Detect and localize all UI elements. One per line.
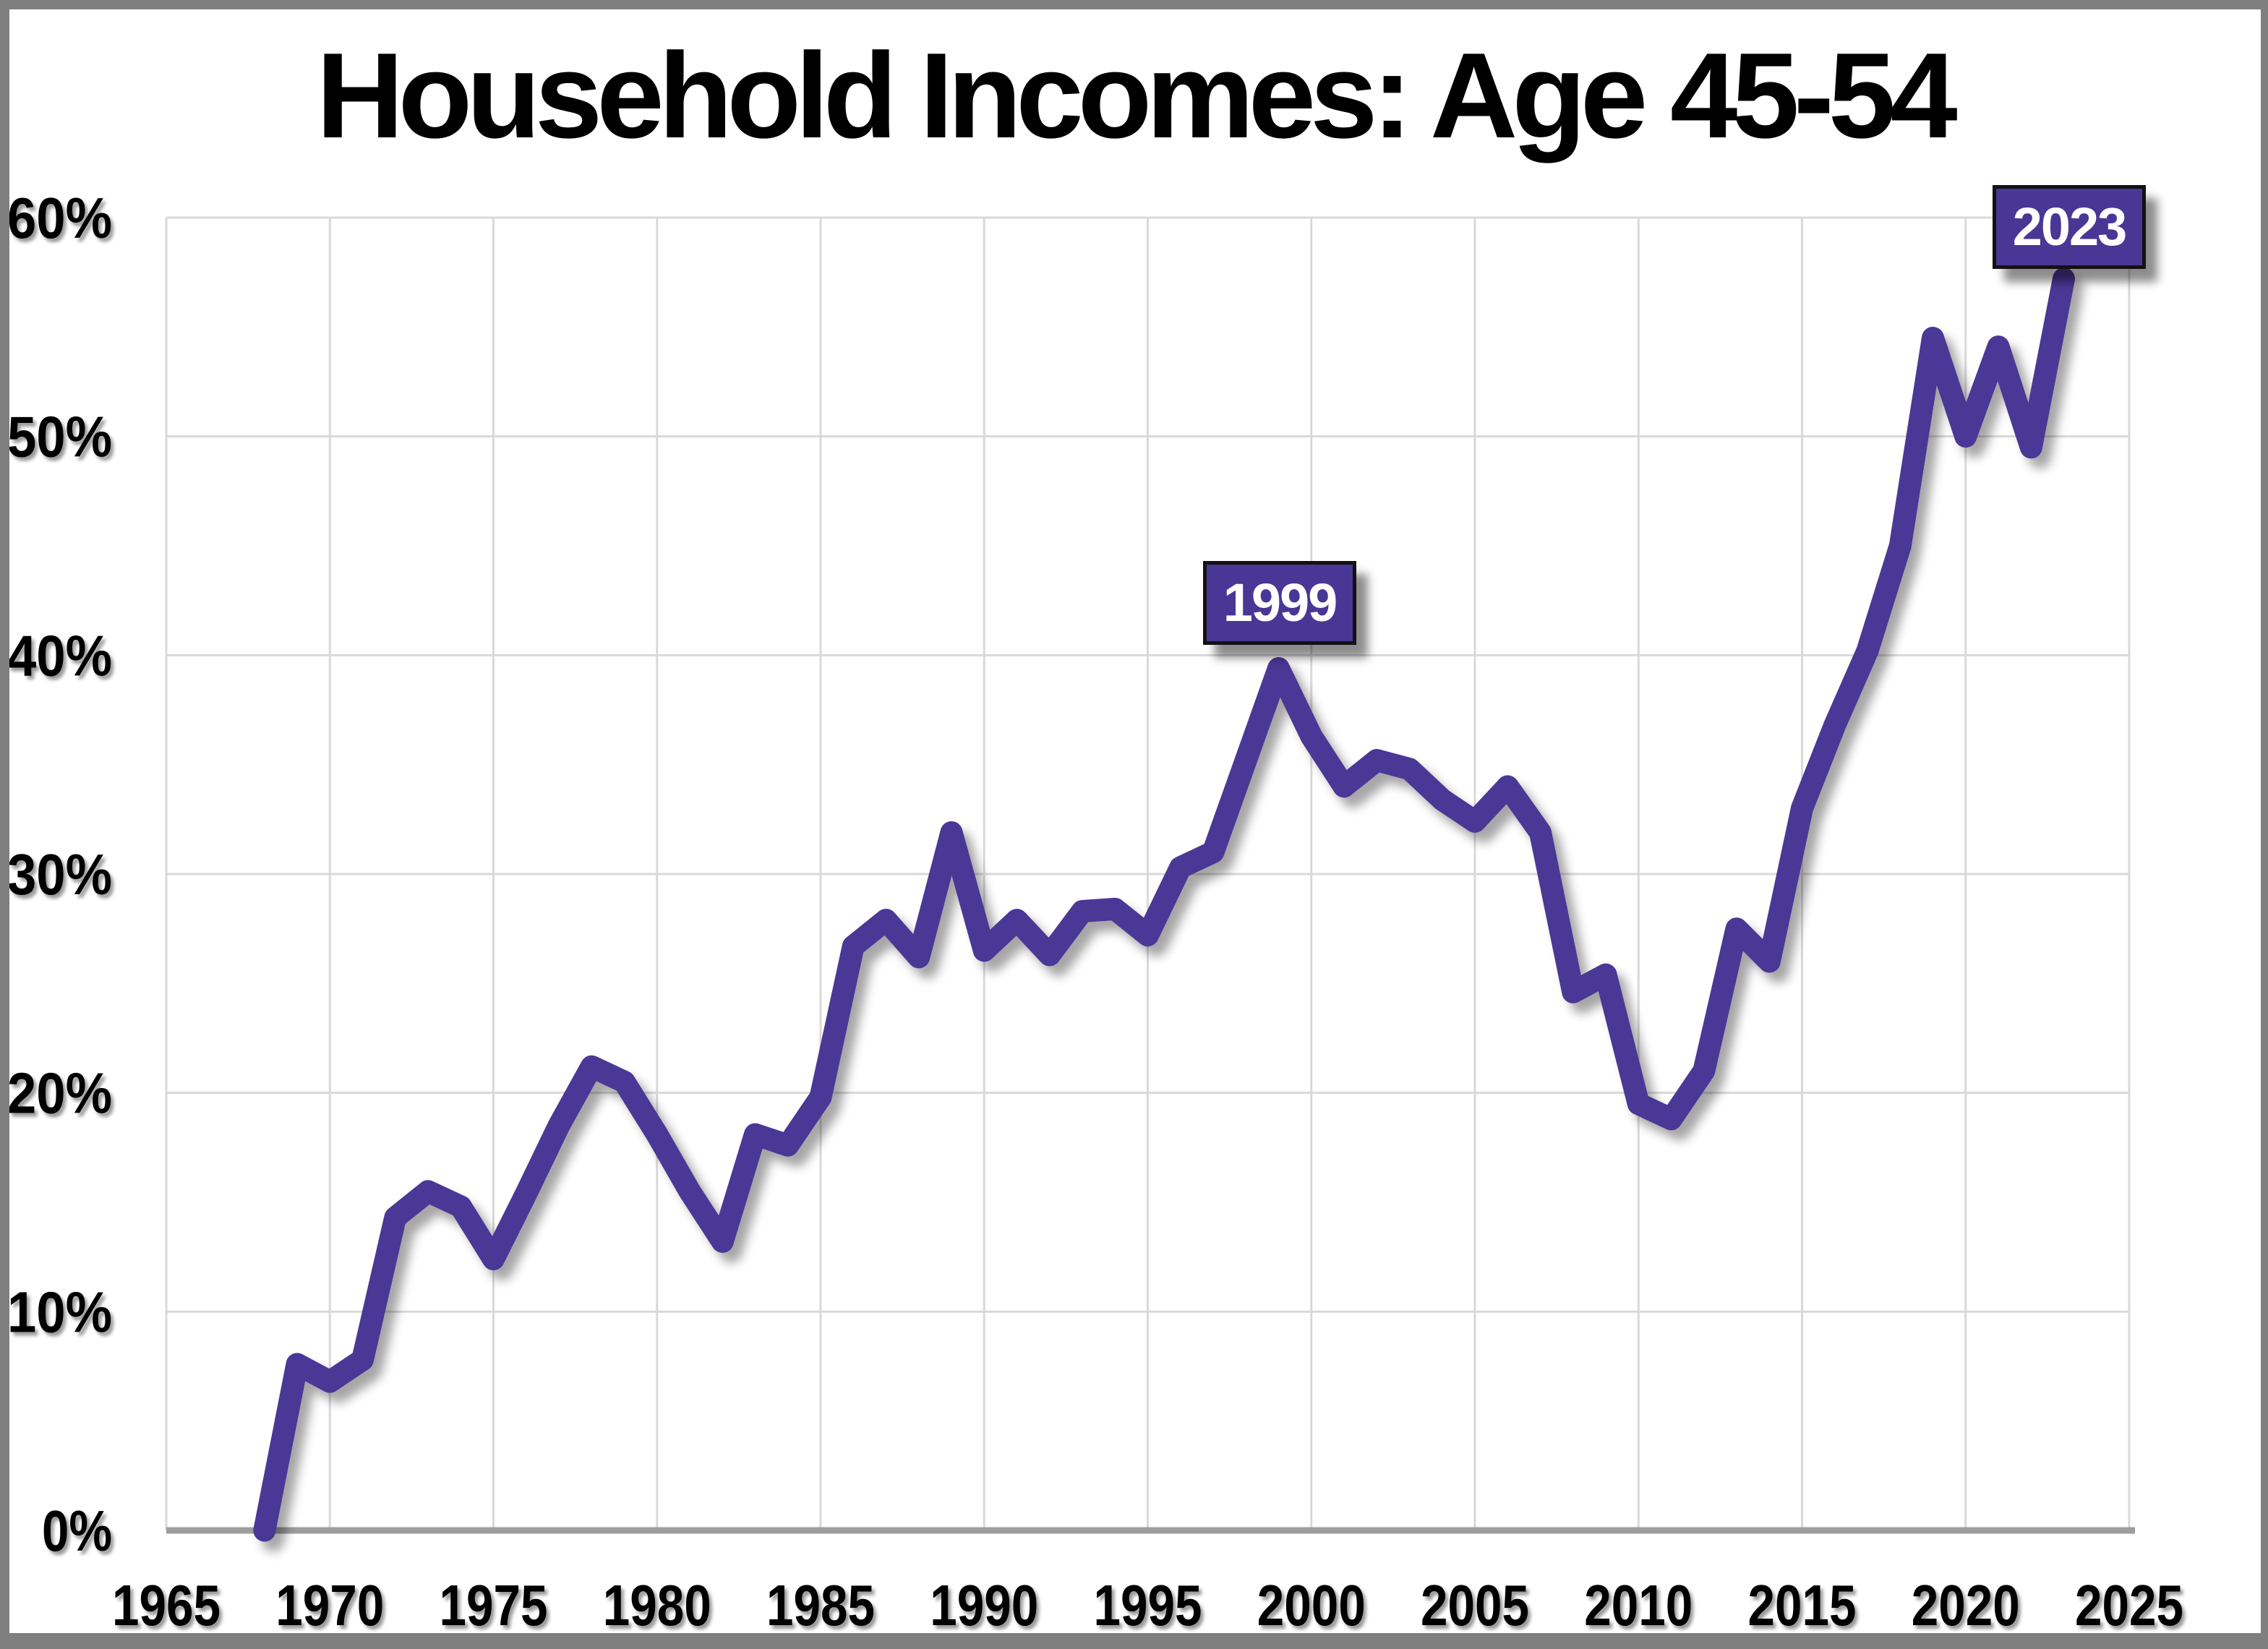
x-tick-label: 2015 [1748,1573,1857,1637]
annotation-2023-label: 2023 [2012,197,2128,257]
x-tick-label: 2025 [2075,1573,2183,1637]
income-series-line [253,267,2075,1542]
y-tick-label: 10% [7,1280,112,1344]
annotation-1999-callout: 1999 [1203,561,1356,645]
annotation-1999-label: 1999 [1223,573,1338,633]
x-tick-label: 1995 [1094,1573,1202,1637]
y-axis-tick-labels: 0% 10% 20% 30% 40% 50% 60% [7,186,112,1563]
y-tick-label: 30% [7,842,112,907]
x-tick-label: 1990 [930,1573,1038,1637]
x-tick-label: 1980 [603,1573,711,1637]
x-tick-label: 1975 [440,1573,548,1637]
x-tick-label: 2005 [1421,1573,1529,1637]
x-tick-label: 2010 [1584,1573,1693,1637]
x-tick-label: 2000 [1257,1573,1366,1637]
x-tick-label: 1965 [112,1573,221,1637]
x-tick-label: 1970 [275,1573,384,1637]
gridlines [165,216,2131,1530]
y-tick-label: 0% [42,1499,112,1563]
y-tick-label: 60% [7,186,112,250]
y-tick-label: 50% [7,405,112,469]
x-tick-label: 1985 [766,1573,875,1637]
chart-title: Household Incomes: Age 45-54 [316,27,1957,163]
x-tick-label: 2020 [1912,1573,2020,1637]
y-tick-label: 20% [7,1061,112,1126]
x-axis-tick-labels: 1965 1970 1975 1980 1985 1990 1995 2000 2005 2010… [112,1573,2183,1637]
annotation-2023-callout: 2023 [1993,185,2146,269]
y-tick-label: 40% [7,623,112,688]
